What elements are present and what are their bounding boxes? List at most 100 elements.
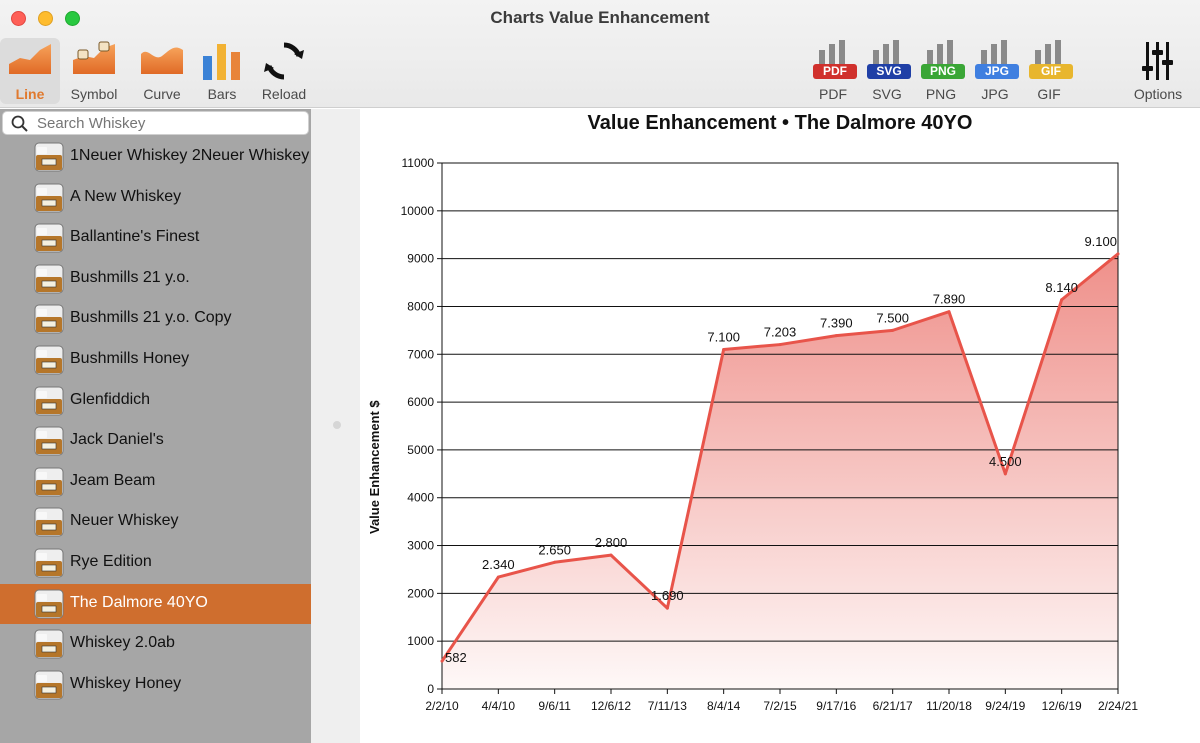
png-badge: PNG [921,64,965,79]
window-title: Charts Value Enhancement [490,8,710,27]
y-tick-label: 9000 [407,252,434,266]
bar-chart-icon [203,44,240,80]
x-tick-label: 7/11/13 [648,699,687,713]
data-label: 7.203 [764,325,797,340]
list-item-label: Jack Daniel's [70,431,164,449]
reload-button[interactable]: Reload [254,38,314,104]
list-item[interactable]: Jack Daniel's [0,421,311,461]
data-label: 7.390 [820,316,853,331]
export-jpg-button[interactable]: JPG JPG [965,38,1025,104]
minimize-window-button[interactable] [38,11,53,26]
list-item-label: Bushmills 21 y.o. [70,268,190,286]
search-input[interactable] [37,114,297,132]
title-bar: Charts Value Enhancement Line Symbol [0,0,1200,108]
list-item[interactable]: Bushmills 21 y.o. Copy [0,299,311,339]
list-item[interactable]: Bushmills Honey [0,340,311,380]
reload-icon [264,42,304,80]
list-item-label: Glenfiddich [70,390,151,408]
options-label: Options [1133,86,1183,102]
whiskey-glass-icon [34,467,64,497]
y-tick-label: 5000 [407,443,434,457]
area-fill [442,253,1118,689]
curve-chart-icon [141,47,183,74]
list-item[interactable]: Ballantine's Finest [0,218,311,258]
data-point [665,606,669,610]
list-item[interactable]: Rye Edition [0,543,311,583]
x-tick-label: 12/6/19 [1042,699,1082,713]
x-tick-label: 12/6/12 [591,699,631,713]
y-tick-label: 1000 [407,634,434,648]
export-pdf-button[interactable]: PDF PDF [803,38,863,104]
data-point [553,560,557,564]
data-label: 7.100 [707,329,740,344]
splitter-handle[interactable] [333,421,341,429]
curve-tool-button[interactable]: Curve [132,38,192,104]
y-tick-label: 6000 [407,395,434,409]
line-tool-button[interactable]: Line [0,38,60,104]
data-point [440,659,444,663]
y-tick-label: 7000 [407,347,434,361]
list-item[interactable]: Neuer Whiskey [0,502,311,542]
symbol-chart-icon [73,41,115,74]
jpg-label: JPG [981,86,1009,102]
data-point [834,334,838,338]
x-tick-label: 7/2/15 [763,699,797,713]
bars-tool-button[interactable]: Bars [192,38,252,104]
data-point [1116,252,1120,256]
list-item[interactable]: Bushmills 21 y.o. [0,259,311,299]
png-label: PNG [925,86,957,102]
data-point [496,575,500,579]
zoom-window-button[interactable] [65,11,80,26]
search-icon [11,115,28,132]
export-png-button[interactable]: PNG PNG [911,38,971,104]
list-item-label: Whiskey 2.0ab [70,634,175,652]
whiskey-glass-icon [34,223,64,253]
data-label: 7.500 [876,310,909,325]
symbol-tool-button[interactable]: Symbol [64,38,124,104]
data-point [1003,472,1007,476]
list-item[interactable]: The Dalmore 40YO [0,583,311,624]
list-item-label: Jeam Beam [70,471,156,489]
whiskey-glass-icon [34,426,64,456]
list-item-label: Bushmills 21 y.o. Copy [70,309,232,327]
line-tool-label: Line [15,86,45,102]
sliders-icon [1142,42,1173,80]
list-item[interactable]: 1Neuer Whiskey 2Neuer Whiskey [0,137,311,177]
list-item-label: Ballantine's Finest [70,228,200,246]
y-tick-label: 3000 [407,539,434,553]
jpg-export-icon [981,40,1007,64]
data-label: 2.650 [538,542,571,557]
data-label: 8.140 [1045,280,1078,295]
value-chart: 0 1000 2000 3000 4000 5000 6000 7000 8000 9000 100… [401,156,1139,713]
data-label: 2.340 [482,557,515,572]
export-svg-button[interactable]: SVG SVG [857,38,917,104]
options-button[interactable]: Options [1128,38,1188,104]
whiskey-glass-icon [34,629,64,659]
jpg-badge: JPG [975,64,1019,79]
chart-panel: 0 1000 2000 3000 4000 5000 6000 7000 8000 9000 100… [360,109,1200,743]
data-label: 9.100 [1084,234,1117,249]
whiskey-sidebar: 1Neuer Whiskey 2Neuer Whiskey A New Whisk… [0,109,311,743]
list-item[interactable]: Whiskey 2.0ab [0,624,311,664]
list-item[interactable]: A New Whiskey [0,178,311,218]
pdf-label: PDF [819,86,847,102]
gif-export-icon [1035,40,1061,64]
svg-label: SVG [872,86,902,102]
list-item[interactable]: Whiskey Honey [0,665,311,705]
line-chart-icon [9,44,51,74]
png-export-icon [927,40,953,64]
export-gif-button[interactable]: GIF GIF [1019,38,1079,104]
list-item-label: Neuer Whiskey [70,512,179,530]
list-item[interactable]: Glenfiddich [0,381,311,421]
chart-title: Value Enhancement • The Dalmore 40YO [587,112,973,134]
gif-badge: GIF [1029,64,1073,79]
list-item-label: Rye Edition [70,553,152,570]
data-point [722,347,726,351]
data-point [609,553,613,557]
close-window-button[interactable] [11,11,26,26]
list-item-label: Whiskey Honey [70,674,182,692]
y-tick-label: 4000 [407,491,434,505]
list-item[interactable]: Jeam Beam [0,462,311,502]
whiskey-glass-icon [34,507,64,537]
